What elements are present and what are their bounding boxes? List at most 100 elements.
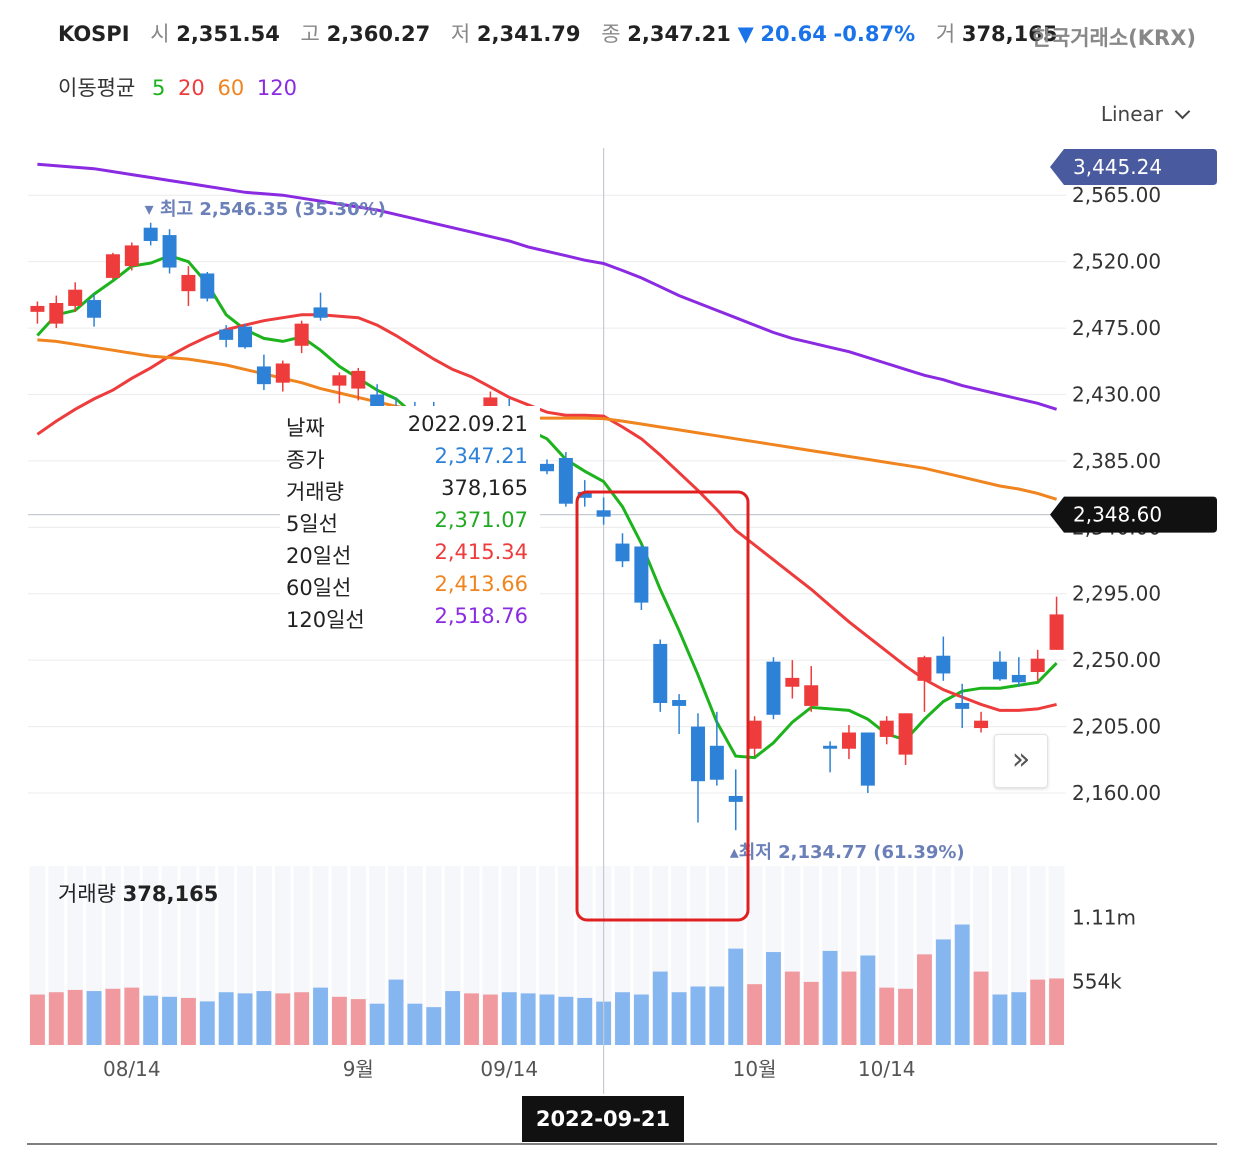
candle-body: [766, 661, 781, 715]
ma-120-label: 120: [256, 76, 297, 100]
volume-bar: [1030, 979, 1046, 1045]
volume-bar: [992, 994, 1008, 1045]
volume-bar: [237, 993, 253, 1045]
price-tick-label: 2,385.00: [1072, 449, 1161, 473]
candle-body: [596, 510, 611, 517]
volume-tick-label: 1.11m: [1072, 906, 1136, 930]
tooltip-key: 종가: [286, 448, 325, 472]
volume-bar: [539, 994, 555, 1045]
volume-bar: [464, 993, 479, 1045]
scroll-to-latest-button[interactable]: »: [994, 734, 1048, 788]
candle-body: [256, 366, 271, 385]
volume-bar: [728, 948, 744, 1045]
candle-body: [162, 235, 177, 268]
volume-bar: [30, 994, 45, 1045]
price-tick-label: 2,250.00: [1072, 648, 1161, 672]
ma-5-label: 5: [151, 76, 166, 100]
moving-average-label: 이동평균: [58, 76, 136, 100]
scale-selector-label: Linear: [1100, 102, 1163, 126]
candle-body: [898, 713, 913, 755]
price-tick-label: 2,520.00: [1072, 250, 1161, 274]
volume-bar: [822, 950, 838, 1045]
price-tick-label: 2,205.00: [1072, 715, 1161, 739]
volume-bar: [917, 954, 932, 1045]
tooltip-value: 378,165: [441, 476, 528, 500]
candle-body: [143, 227, 158, 241]
volume-bar: [709, 986, 725, 1045]
highlight-box: [575, 490, 750, 922]
change-percent: -0.87%: [833, 22, 916, 46]
x-tick-label: 10월: [733, 1057, 777, 1081]
volume-bar: [879, 987, 895, 1045]
candle-body: [313, 307, 328, 318]
candle-body: [841, 732, 856, 749]
volume-bar: [803, 981, 819, 1045]
tooltip-row: 종가 2,347.21: [286, 444, 528, 476]
candle-body: [30, 305, 45, 312]
candle-body: [785, 677, 800, 687]
ma-line-20: [36, 313, 1057, 712]
candle-body: [879, 720, 894, 737]
price-tick-label: 2,565.00: [1072, 183, 1161, 207]
high-label: 고: [300, 22, 320, 46]
volume-bar: [105, 988, 121, 1045]
candle-body: [275, 363, 290, 383]
ma-20-label: 20: [178, 76, 205, 100]
tooltip-value: 2,518.76: [434, 604, 528, 628]
volume-bar: [143, 995, 159, 1045]
change-value: 20.64: [760, 22, 827, 46]
volume-bar: [558, 996, 574, 1045]
candle-body: [672, 700, 687, 706]
candle-body: [200, 273, 215, 299]
candle-body: [1030, 658, 1045, 672]
x-tick-label: 09/14: [480, 1057, 538, 1081]
volume-bar: [747, 984, 763, 1045]
volume-bar: [331, 996, 347, 1045]
volume-bar: [841, 971, 857, 1045]
volume-bar: [784, 971, 800, 1045]
tooltip-value: 2,413.66: [434, 572, 528, 596]
volume-bar: [935, 939, 951, 1045]
volume-bar: [445, 991, 461, 1045]
tooltip-key: 5일선: [286, 512, 339, 536]
moving-average-legend[interactable]: 이동평균 5 20 60 120: [58, 72, 303, 102]
svg-text:3,445.24: 3,445.24: [1073, 155, 1162, 179]
low-label: 저: [450, 22, 471, 46]
quote-header: KOSPI 시 2,351.54 고 2,360.27 저 2,341.79 종…: [58, 18, 1057, 48]
volume-bar: [256, 991, 272, 1045]
volume-bar: [199, 1001, 215, 1045]
volume-bar: [275, 993, 291, 1045]
ma-line-5: [36, 254, 1058, 760]
volume-header-value: 378,165: [122, 882, 219, 906]
candle-body: [955, 702, 970, 709]
x-tick-label: 10/14: [858, 1057, 916, 1081]
candle-body: [974, 720, 989, 729]
volume-bar: [671, 992, 687, 1045]
scale-selector[interactable]: Linear: [1100, 102, 1191, 126]
x-tick-label: 9월: [343, 1057, 374, 1081]
candle-body: [294, 323, 309, 346]
candle-body: [577, 491, 592, 498]
volume-bar: [860, 955, 876, 1045]
volume-bar: [520, 993, 536, 1045]
candle-body: [823, 745, 838, 749]
tooltip-value: 2,371.07: [434, 508, 528, 532]
volume-bar: [652, 971, 668, 1045]
tooltip-value: 2,347.21: [434, 444, 528, 468]
candle-body: [728, 795, 743, 802]
volume-column-bg: [199, 866, 216, 1045]
volume-bar: [426, 1007, 442, 1045]
candle-body: [615, 543, 630, 562]
low-annotation: ▴최저 2,134.77 (61.39%): [730, 842, 965, 863]
volume-tick-label: 554k: [1072, 969, 1122, 993]
volume-bar: [388, 979, 404, 1045]
volume-bar: [501, 992, 517, 1045]
volume-column-bg: [369, 866, 386, 1045]
volume-bar: [633, 994, 649, 1045]
price-tick-label: 2,160.00: [1072, 781, 1161, 805]
price-tick-label: 2,430.00: [1072, 382, 1161, 406]
volume-bar: [482, 994, 498, 1045]
volume-header: 거래량 378,165: [58, 878, 218, 908]
svg-text:2,348.60: 2,348.60: [1073, 503, 1162, 527]
